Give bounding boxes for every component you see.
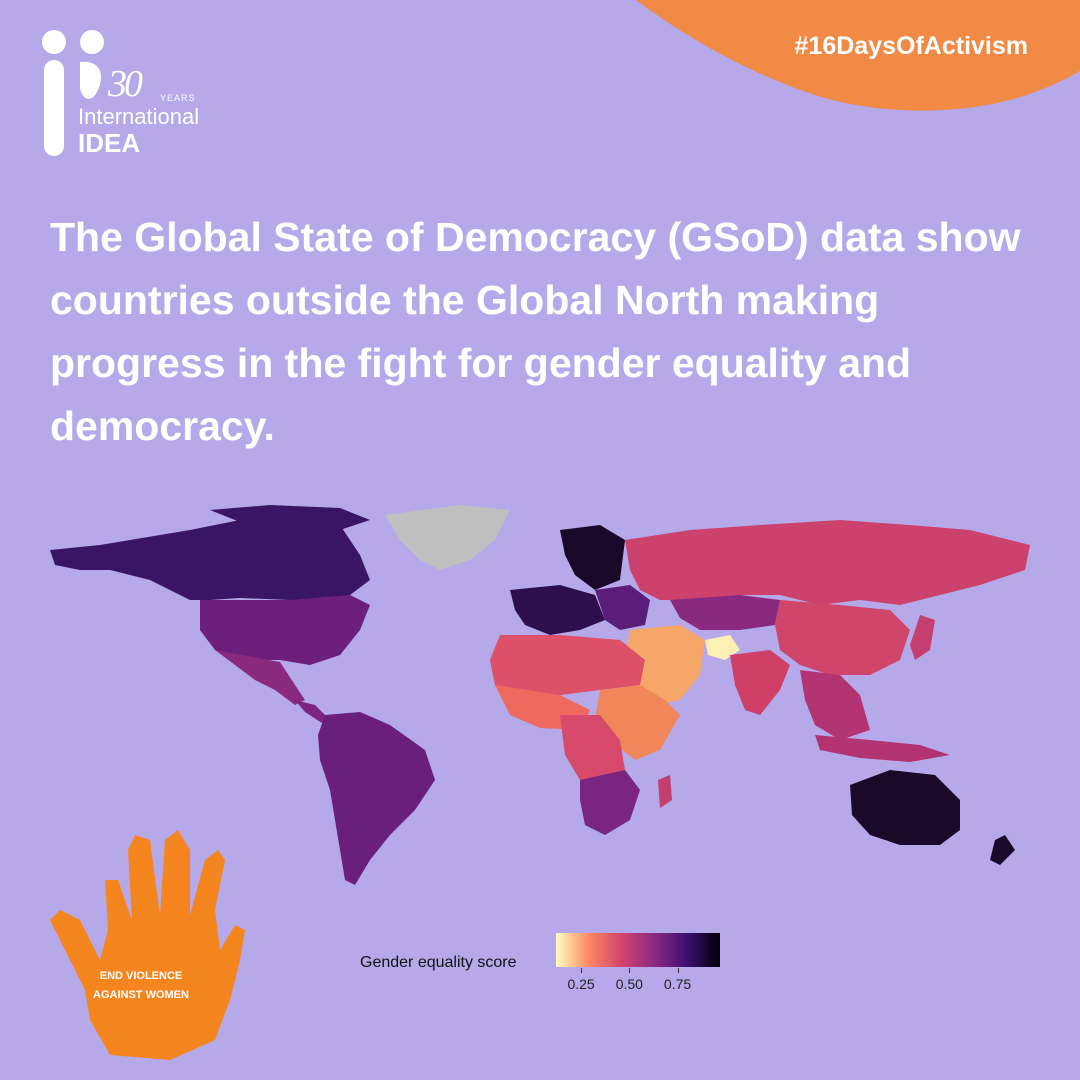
idea-logo-icon	[42, 30, 104, 156]
map-region-central-america	[295, 700, 330, 725]
map-region-south-america	[318, 712, 435, 885]
map-region-japan	[910, 615, 935, 660]
logo-30: 30	[108, 63, 143, 105]
map-region-russia	[625, 520, 1030, 605]
badge-line-1: END VIOLENCE	[99, 970, 183, 982]
legend-tick-mark	[581, 968, 583, 973]
map-region-arctic-islands	[210, 505, 370, 530]
map-region-united-states	[200, 595, 370, 665]
legend-tick-label: 0.75	[663, 976, 692, 992]
logo-international: International	[78, 104, 200, 129]
map-region-india	[730, 650, 790, 715]
map-region-australia	[850, 770, 960, 845]
legend-tick-mark	[677, 968, 679, 973]
hashtag-label: #16DaysOfActivism	[794, 32, 1028, 60]
legend-color-scale	[556, 933, 720, 967]
map-region-southern-africa	[580, 770, 640, 835]
legend-ticks: 0.25 0.50 0.75	[556, 968, 720, 994]
legend-tick-label: 0.25	[567, 976, 595, 992]
badge-text: END VIOLENCE AGAINST WOMEN	[66, 967, 216, 1005]
hashtag-banner-shape	[635, 0, 1080, 111]
map-region-nordics	[560, 525, 625, 590]
map-region-central-africa	[560, 715, 625, 785]
map-region-western-europe	[510, 585, 605, 635]
map-region-indonesia	[815, 735, 950, 762]
world-map	[50, 505, 1030, 885]
map-region-afghanistan	[705, 635, 740, 660]
map-region-new-zealand	[990, 835, 1015, 865]
map-region-southeast-asia	[800, 670, 870, 740]
map-region-north-africa	[490, 635, 645, 700]
map-region-middle-east	[625, 625, 705, 705]
headline: The Global State of Democracy (GSoD) dat…	[50, 214, 1021, 449]
map-region-greenland	[385, 505, 510, 570]
map-region-canada	[50, 515, 370, 600]
logo-years: YEARS	[160, 93, 196, 103]
legend-tick-mark	[629, 968, 631, 973]
legend-tick-label: 0.50	[615, 976, 643, 992]
handprint-icon	[50, 830, 245, 1060]
legend-title: Gender equality score	[360, 954, 517, 971]
map-region-madagascar	[658, 775, 672, 808]
map-region-central-asia	[670, 595, 780, 630]
badge-line-2: AGAINST WOMEN	[93, 989, 189, 1001]
map-region-china	[775, 600, 910, 675]
map-region-eastern-europe	[595, 585, 650, 630]
map-region-mexico	[215, 650, 305, 705]
logo-idea: IDEA	[78, 128, 141, 158]
